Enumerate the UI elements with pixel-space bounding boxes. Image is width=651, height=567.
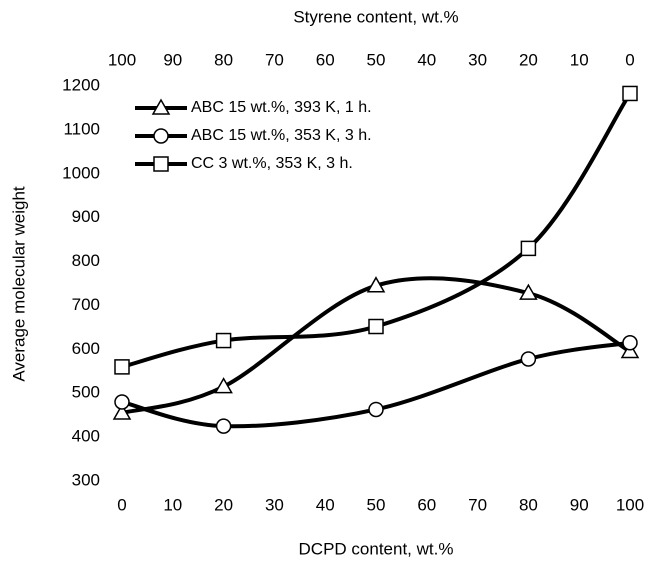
marker [368, 401, 384, 418]
y-tick-label: 600 [72, 339, 100, 358]
x2-tick-label: 0 [625, 50, 634, 69]
x-tick-label: 100 [616, 495, 644, 514]
x2-tick-label: 60 [316, 50, 335, 69]
legend-label: ABC 15 wt.%, 393 K, 1 h. [191, 99, 372, 116]
marker [114, 394, 130, 410]
x-tick-label: 30 [265, 495, 284, 514]
marker [151, 98, 171, 115]
marker [620, 342, 640, 359]
marker [622, 335, 638, 351]
y-axis-title: Average molecular weight [9, 186, 28, 382]
y-tick-label: 1000 [62, 163, 100, 182]
marker [215, 418, 232, 434]
marker [214, 377, 233, 394]
marker [112, 403, 132, 420]
marker [153, 128, 169, 144]
y-tick-label: 1100 [63, 119, 100, 138]
x2-tick-label: 80 [214, 50, 233, 69]
x2-tick-label: 10 [570, 50, 589, 69]
x2-tick-label: 50 [367, 50, 386, 69]
marker [114, 359, 130, 375]
x-tick-label: 50 [367, 495, 386, 514]
legend-label: CC 3 wt.%, 353 K, 3 h. [191, 155, 353, 172]
marker [520, 351, 537, 367]
y-tick-label: 300 [72, 470, 100, 489]
x-tick-label: 40 [316, 495, 335, 514]
marker [520, 240, 537, 257]
marker [153, 156, 169, 172]
x-axis-title: DCPD content, wt.% [299, 539, 454, 558]
marker [622, 85, 638, 102]
y-tick-label: 700 [72, 295, 100, 314]
marker [215, 332, 232, 349]
legend-label: ABC 15 wt.%, 353 K, 3 h. [191, 127, 372, 144]
y-tick-label: 1200 [62, 75, 100, 94]
x2-tick-label: 70 [265, 50, 284, 69]
marker [366, 276, 386, 293]
x-tick-label: 20 [214, 495, 233, 514]
x2-tick-label: 20 [519, 50, 538, 69]
x-tick-label: 0 [117, 495, 126, 514]
y-tick-label: 900 [72, 207, 100, 226]
series-line [121, 92, 632, 369]
x-tick-label: 60 [417, 495, 436, 514]
x2-tick-label: 40 [417, 50, 436, 69]
y-tick-label: 800 [72, 251, 100, 270]
x2-tick-label: 100 [108, 50, 136, 69]
x-tick-label: 90 [570, 495, 589, 514]
y-tick-label: 400 [72, 427, 100, 446]
marker [519, 283, 538, 300]
x2-tick-label: 30 [468, 50, 487, 69]
x2-tick-label: 90 [163, 50, 182, 69]
x-tick-label: 70 [468, 495, 487, 514]
x-tick-label: 80 [519, 495, 538, 514]
x-tick-label: 10 [163, 495, 182, 514]
x2-axis-title: Styrene content, wt.% [293, 7, 458, 26]
y-tick-label: 500 [72, 383, 100, 402]
marker [368, 318, 384, 335]
legend: ABC 15 wt.%, 393 K, 1 h. ABC 15 wt.%, 353… [135, 98, 372, 172]
